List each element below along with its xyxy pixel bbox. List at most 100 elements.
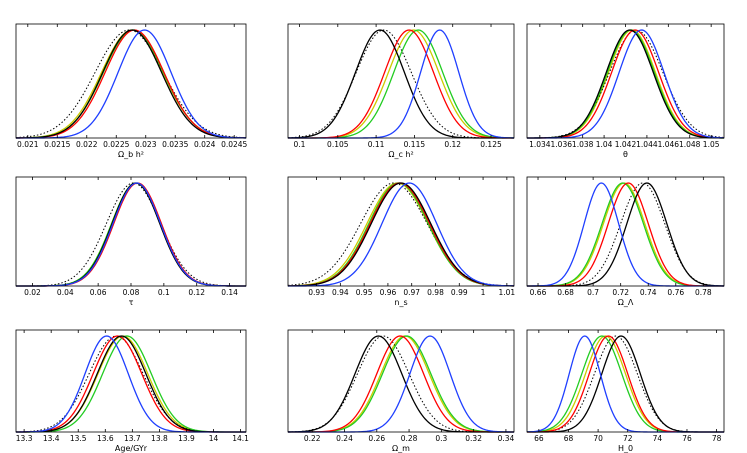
x-tick-label: 1.048 bbox=[679, 140, 701, 149]
x-tick-label: 13.6 bbox=[97, 434, 114, 443]
x-axis-label: Ω_Λ bbox=[618, 298, 634, 307]
x-tick-label: 66 bbox=[534, 434, 544, 443]
x-tick-label: 74 bbox=[653, 434, 663, 443]
x-tick-label: 0.78 bbox=[695, 288, 712, 297]
panel-2: 0.1 0.105 0.11 0.115 0.12 0.125 Ω_c h² bbox=[287, 23, 515, 159]
series-green-line bbox=[288, 29, 515, 139]
series-blue-line bbox=[16, 29, 247, 139]
x-tick-label: 0.99 bbox=[451, 288, 468, 297]
x-tick-label: 70 bbox=[593, 434, 603, 443]
x-axis-label: τ bbox=[129, 298, 134, 307]
axes-frame bbox=[526, 329, 725, 433]
x-tick-label: 0.97 bbox=[403, 288, 420, 297]
x-tick-label: 0.08 bbox=[123, 288, 140, 297]
x-tick-label: 0.0245 bbox=[221, 140, 247, 149]
series-dotted-line bbox=[287, 29, 514, 139]
series-blue-line bbox=[16, 182, 246, 287]
x-tick-label: 0.72 bbox=[612, 288, 629, 297]
x-tick-label: 13.8 bbox=[151, 434, 168, 443]
series-black-line bbox=[287, 29, 514, 139]
axes-frame bbox=[287, 176, 515, 287]
x-tick-label: 0.024 bbox=[194, 140, 216, 149]
series-dotted-line bbox=[16, 182, 246, 287]
x-tick-label: 0.28 bbox=[401, 434, 418, 443]
x-tick-label: 13.5 bbox=[70, 434, 87, 443]
x-tick-label: 0.1 bbox=[158, 288, 170, 297]
series-yellow-line bbox=[288, 335, 515, 433]
series-blue-line bbox=[527, 29, 725, 139]
x-tick-label: 68 bbox=[564, 434, 574, 443]
series-black-line bbox=[16, 182, 246, 287]
series-dotted-line bbox=[15, 29, 247, 139]
series-blue-line bbox=[527, 182, 724, 287]
series-dotted-line bbox=[527, 182, 725, 287]
x-tick-label: 0.3 bbox=[435, 434, 447, 443]
series-red-line bbox=[288, 335, 514, 433]
axes-frame bbox=[15, 23, 247, 139]
series-yellow-line bbox=[527, 29, 725, 139]
x-tick-label: 0.7 bbox=[587, 288, 599, 297]
x-axis-label: Ω_b h² bbox=[118, 150, 144, 159]
series-black-line bbox=[527, 182, 725, 287]
panel-1: 0.021 0.0215 0.022 0.0225 0.023 0.0235 0.024 0.… bbox=[15, 23, 248, 159]
x-axis-label: H_0 bbox=[618, 444, 633, 453]
x-tick-label: 0.26 bbox=[368, 434, 385, 443]
x-tick-label: 0.94 bbox=[332, 288, 349, 297]
series-green-line bbox=[527, 29, 725, 139]
series-yellow-line bbox=[16, 182, 246, 287]
x-axis-label: Ω_c h² bbox=[388, 150, 413, 159]
x-tick-label: 0.115 bbox=[404, 140, 426, 149]
panel-9: 66 68 70 72 74 76 78 H_0 bbox=[526, 329, 725, 453]
x-tick-label: 0.0215 bbox=[44, 140, 70, 149]
x-tick-label: 76 bbox=[682, 434, 692, 443]
x-tick-label: 13.7 bbox=[124, 434, 141, 443]
x-tick-label: 13.4 bbox=[43, 434, 60, 443]
series-yellow-line bbox=[288, 29, 515, 139]
x-tick-label: 14.1 bbox=[232, 434, 249, 443]
series-green-line bbox=[288, 335, 514, 433]
series-yellow-line bbox=[15, 29, 247, 139]
x-tick-label: 0.96 bbox=[380, 288, 397, 297]
x-tick-label: 0.76 bbox=[667, 288, 684, 297]
x-tick-label: 1.05 bbox=[703, 140, 720, 149]
x-tick-label: 1.036 bbox=[551, 140, 573, 149]
series-green-line bbox=[16, 182, 246, 287]
series-red-line bbox=[16, 335, 246, 433]
axes-frame bbox=[287, 329, 515, 433]
series-dotted-line bbox=[287, 182, 515, 287]
x-tick-label: 0.12 bbox=[188, 288, 205, 297]
x-tick-label: 0.74 bbox=[640, 288, 657, 297]
x-tick-label: 0.04 bbox=[57, 288, 74, 297]
x-tick-label: 0.022 bbox=[76, 140, 98, 149]
series-red-line bbox=[527, 29, 725, 139]
panel-8: 0.22 0.24 0.26 0.28 0.3 0.32 0.34 Ω_m bbox=[287, 329, 515, 453]
x-tick-label: 1.04 bbox=[596, 140, 613, 149]
x-tick-label: 0.93 bbox=[308, 288, 325, 297]
series-blue-line bbox=[288, 29, 515, 139]
x-tick-label: 0.14 bbox=[221, 288, 238, 297]
x-tick-label: 1.038 bbox=[572, 140, 594, 149]
series-dotted-line bbox=[287, 335, 514, 433]
x-tick-label: 0.98 bbox=[427, 288, 444, 297]
x-tick-label: 1.044 bbox=[636, 140, 658, 149]
x-tick-label: 0.02 bbox=[24, 288, 41, 297]
x-tick-label: 0.12 bbox=[444, 140, 461, 149]
x-tick-label: 0.95 bbox=[356, 288, 373, 297]
axes-frame bbox=[15, 329, 247, 433]
series-red-line bbox=[527, 182, 724, 287]
series-green-line bbox=[287, 182, 515, 287]
x-tick-label: 0.021 bbox=[17, 140, 39, 149]
x-tick-label: 0.0225 bbox=[103, 140, 129, 149]
x-axis-label: Ω_m bbox=[392, 444, 410, 453]
series-green-line bbox=[527, 182, 724, 287]
x-tick-label: 0.06 bbox=[90, 288, 107, 297]
series-black-line bbox=[15, 29, 247, 139]
series-green-line bbox=[526, 335, 724, 433]
series-blue-line bbox=[288, 335, 514, 433]
x-tick-label: 13.9 bbox=[178, 434, 195, 443]
x-tick-label: 0.11 bbox=[368, 140, 385, 149]
series-black-line bbox=[287, 182, 515, 287]
panel-4: 0.02 0.04 0.06 0.08 0.1 0.12 0.14 τ bbox=[15, 176, 247, 307]
x-tick-label: 0.22 bbox=[304, 434, 321, 443]
series-dotted-line bbox=[527, 335, 724, 433]
